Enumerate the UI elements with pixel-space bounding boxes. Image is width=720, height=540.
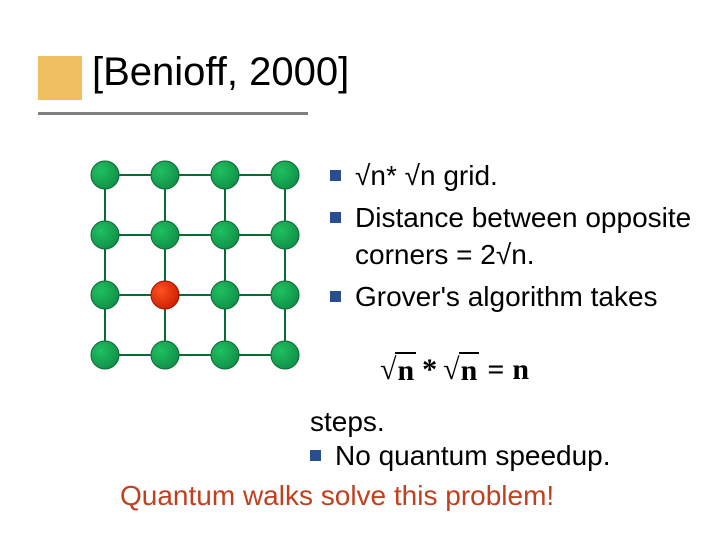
grid-node xyxy=(91,341,119,369)
grid-node-highlight xyxy=(151,281,179,309)
formula: √n * √n = n xyxy=(380,352,529,388)
grid-node xyxy=(151,161,179,189)
bullet-marker xyxy=(330,291,341,302)
grid-node xyxy=(271,221,299,249)
grid-node xyxy=(211,161,239,189)
bullet-text: Grover's algorithm takes xyxy=(355,279,658,315)
grid-node xyxy=(211,221,239,249)
page-title: [Benioff, 2000] xyxy=(92,50,349,95)
grid-node xyxy=(151,221,179,249)
grid-node xyxy=(211,281,239,309)
sqrt-right: √n xyxy=(443,352,479,388)
bullet-item: No quantum speedup. xyxy=(310,438,700,474)
grid-node xyxy=(91,281,119,309)
formula-eq: = xyxy=(487,353,504,387)
steps-label: steps. xyxy=(310,406,385,438)
grid-figure xyxy=(90,160,300,375)
title-wrap: [Benioff, 2000] xyxy=(92,50,349,95)
bullet-text: No quantum speedup. xyxy=(335,438,611,474)
bullets-bottom: No quantum speedup. xyxy=(310,438,700,480)
bullet-marker xyxy=(330,212,341,223)
formula-rhs: n xyxy=(512,353,529,387)
bullet-marker xyxy=(310,450,321,461)
bullets-top: √n* √n grid. Distance between opposite co… xyxy=(330,158,700,322)
grid-node xyxy=(151,341,179,369)
grid-node xyxy=(91,161,119,189)
bullet-text: √n* √n grid. xyxy=(355,158,498,194)
grid-node xyxy=(211,341,239,369)
bullet-marker xyxy=(330,170,341,181)
bullet-item: Distance between opposite corners = 2√n. xyxy=(330,200,700,273)
closing-text: Quantum walks solve this problem! xyxy=(120,480,554,512)
grid-node xyxy=(271,341,299,369)
title-rule xyxy=(38,112,308,115)
bullet-text: Distance between opposite corners = 2√n. xyxy=(355,200,700,273)
bullet-item: √n* √n grid. xyxy=(330,158,700,194)
accent-box xyxy=(38,56,82,100)
grid-node xyxy=(271,161,299,189)
sqrt-left: √n xyxy=(380,352,416,388)
grid-node xyxy=(271,281,299,309)
formula-op: * xyxy=(422,353,437,387)
grid-node xyxy=(91,221,119,249)
bullet-item: Grover's algorithm takes xyxy=(330,279,700,315)
